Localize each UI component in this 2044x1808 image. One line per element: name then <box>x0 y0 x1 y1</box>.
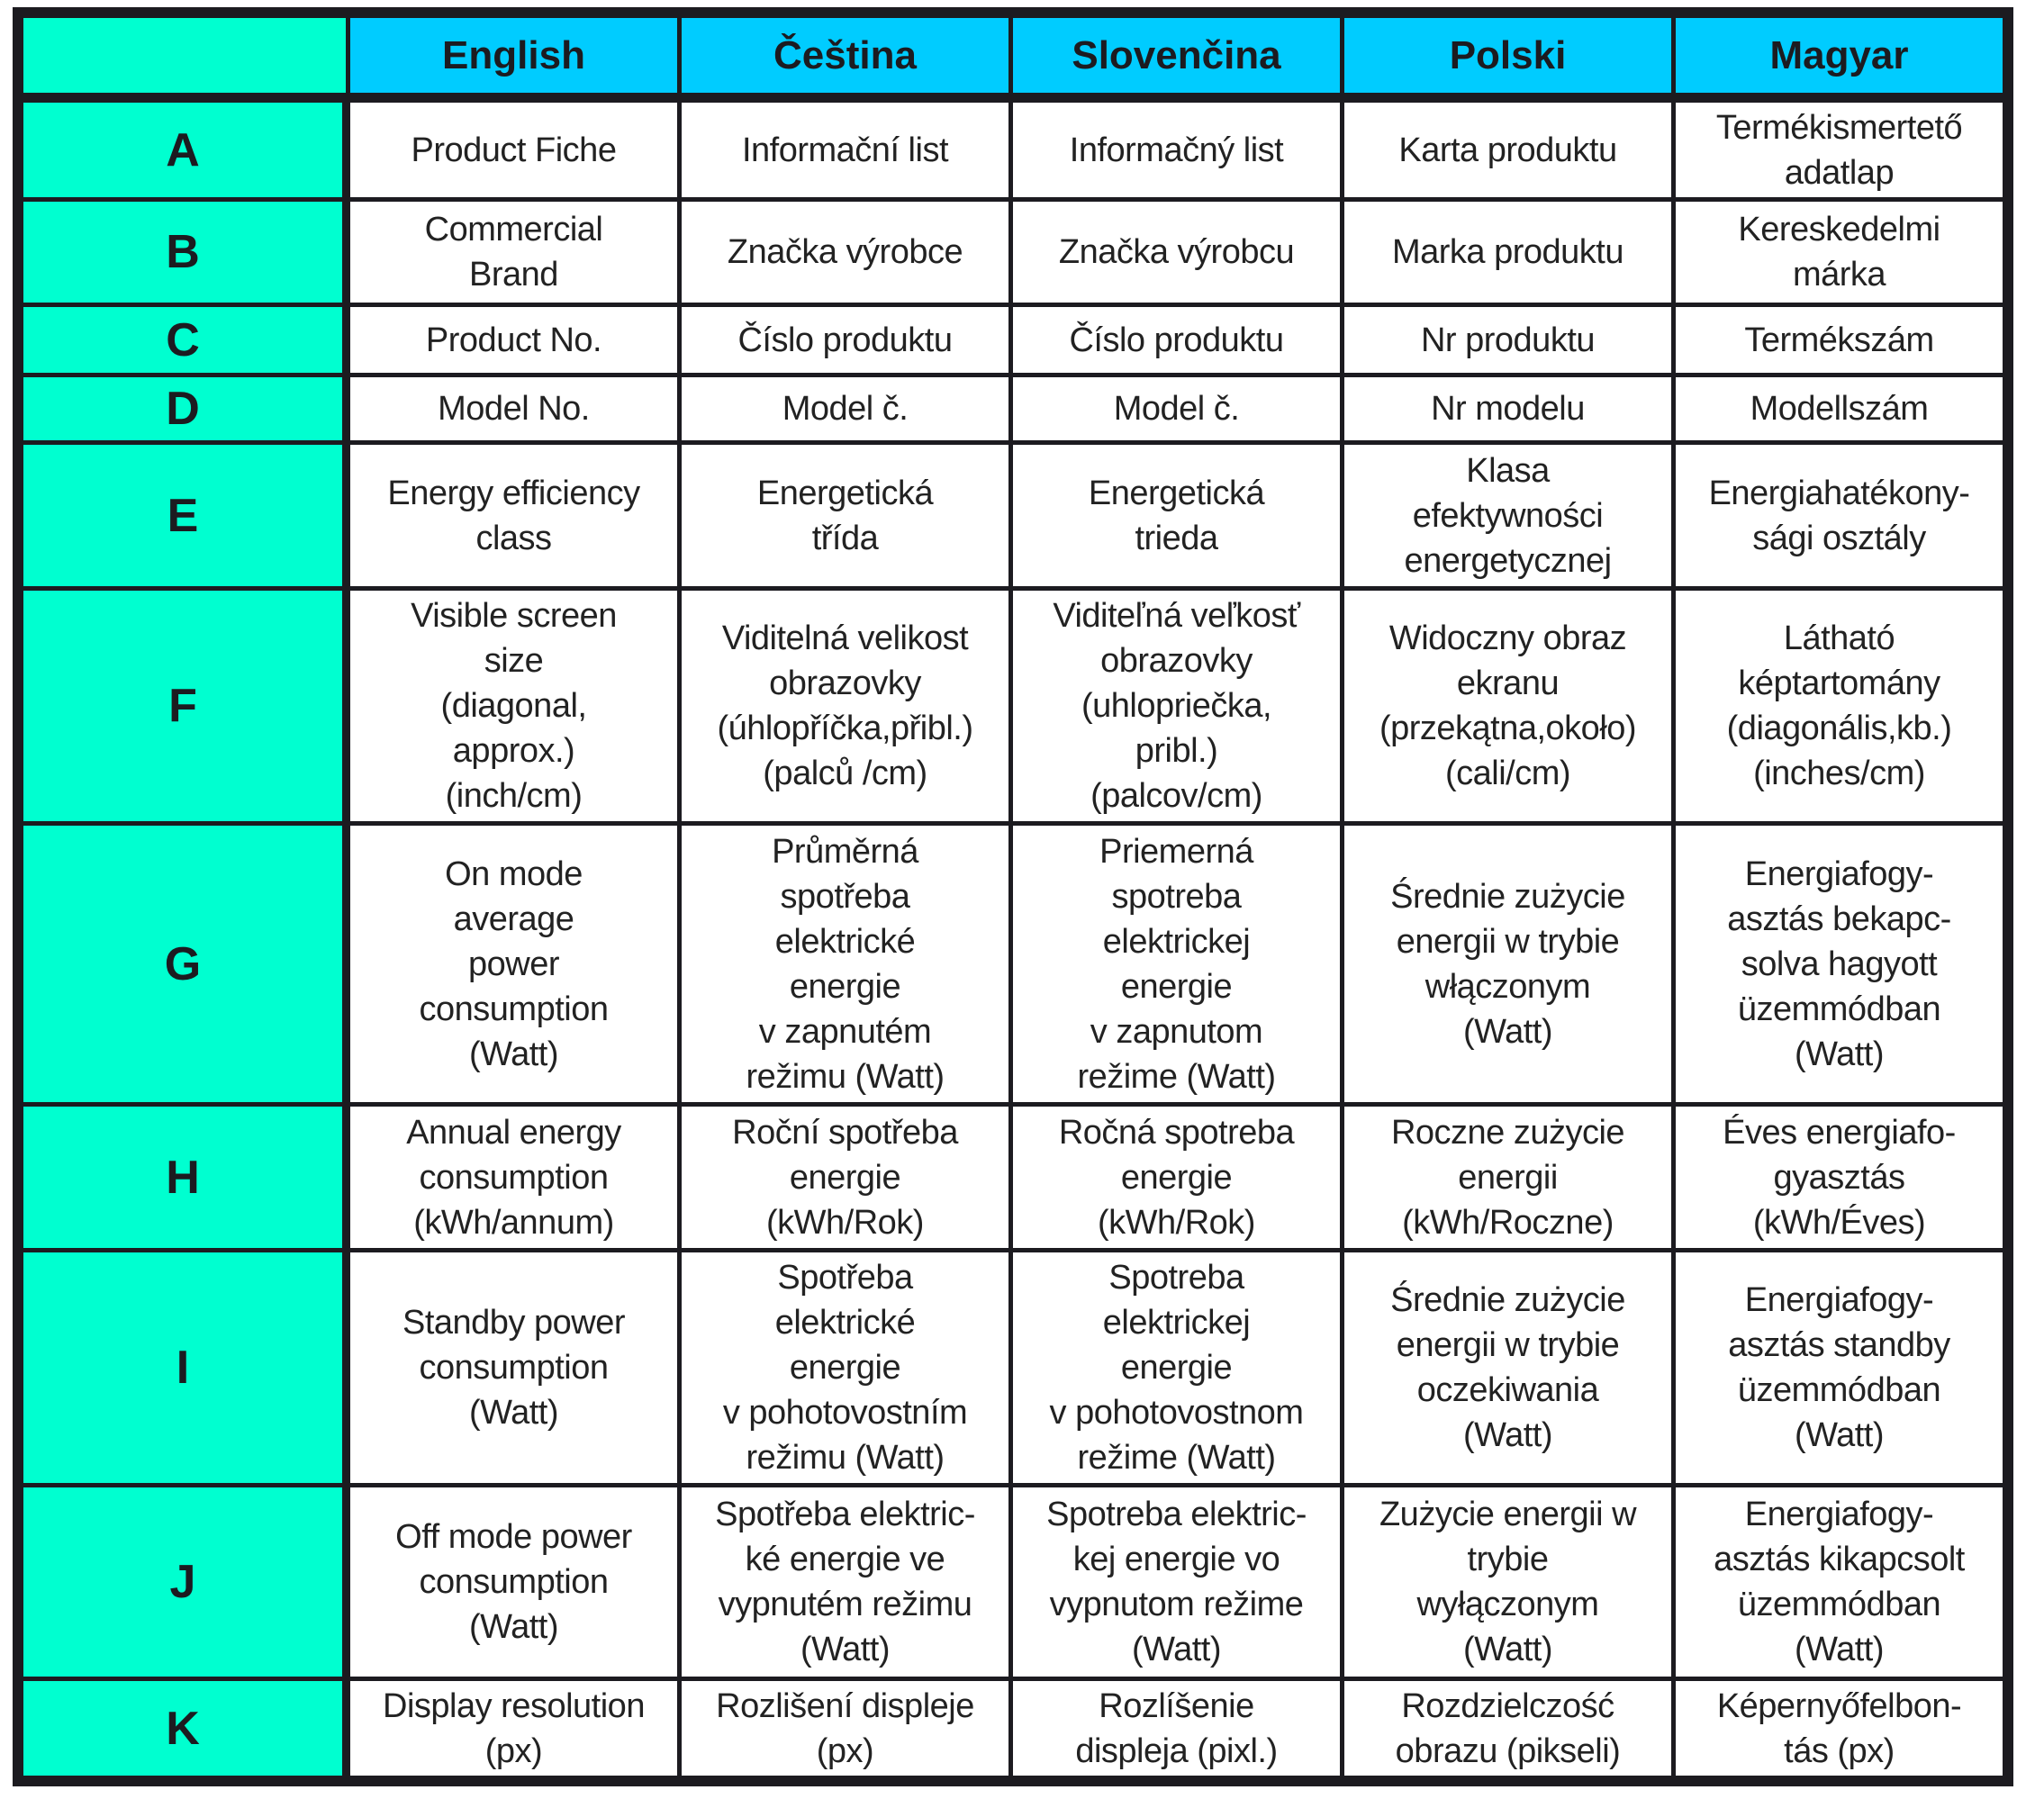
row-label: F <box>23 591 342 821</box>
row-label: G <box>23 826 342 1102</box>
row-label: A <box>23 103 342 197</box>
table-cell: Energetická trieda <box>1013 445 1340 586</box>
table-cell: Průměrná spotřeba elektrické energie v z… <box>682 826 1008 1102</box>
row-label: K <box>23 1681 342 1776</box>
table-cell: Látható képtartomány (diagonális,kb.) (i… <box>1676 591 2003 821</box>
column-header-language: Slovenčina <box>1013 18 1340 93</box>
column-header-language: Čeština <box>682 18 1008 93</box>
column-header-language: Magyar <box>1676 18 2003 93</box>
table-cell: Informačný list <box>1013 103 1340 197</box>
table-cell: Značka výrobce <box>682 202 1008 303</box>
table-cell: Termékszám <box>1676 307 2003 373</box>
table-cell: Widoczny obraz ekranu (przekątna,około) … <box>1344 591 1671 821</box>
table-cell: Viditeľná veľkosť obrazovky (uhlopriečka… <box>1013 591 1340 821</box>
table-cell: Termékismertető adatlap <box>1676 103 2003 197</box>
table-cell: Marka produktu <box>1344 202 1671 303</box>
row-label: J <box>23 1487 342 1677</box>
table-cell: Képernyőfelbon- tás (px) <box>1676 1681 2003 1776</box>
table-cell: Energiafogy- asztás kikapcsolt üzemmódba… <box>1676 1487 2003 1677</box>
table-cell: Display resolution (px) <box>350 1681 677 1776</box>
row-label: B <box>23 202 342 303</box>
table-cell: Klasa efektywności energetycznej <box>1344 445 1671 586</box>
table-cell: Roční spotřeba energie (kWh/Rok) <box>682 1107 1008 1248</box>
table-cell: Značka výrobcu <box>1013 202 1340 303</box>
table-cell: Model No. <box>350 377 677 440</box>
table-cell: Zużycie energii w trybie wyłączonym (Wat… <box>1344 1487 1671 1677</box>
table-cell: Energiahatékony- sági osztály <box>1676 445 2003 586</box>
table-cell: Spotreba elektrickej energie v pohotovos… <box>1013 1252 1340 1483</box>
table-cell: Visible screen size (diagonal, approx.) … <box>350 591 677 821</box>
table-cell: Energiafogy- asztás bekapc- solva hagyot… <box>1676 826 2003 1102</box>
translation-table: English Čeština Slovenčina Polski Magyar A Pro… <box>13 7 2013 1786</box>
table-cell: Spotřeba elektrické energie v pohotovost… <box>682 1252 1008 1483</box>
table-cell: Číslo produktu <box>1013 307 1340 373</box>
row-label: E <box>23 445 342 586</box>
table-cell: On mode average power consumption (Watt) <box>350 826 677 1102</box>
table-cell: Modellszám <box>1676 377 2003 440</box>
table-cell: Informační list <box>682 103 1008 197</box>
row-label: I <box>23 1252 342 1483</box>
table-cell: Viditelná velikost obrazovky (úhlopříčka… <box>682 591 1008 821</box>
table-cell: Średnie zużycie energii w trybie oczekiw… <box>1344 1252 1671 1483</box>
table-cell: Średnie zużycie energii w trybie włączon… <box>1344 826 1671 1102</box>
column-header-language: Polski <box>1344 18 1671 93</box>
table-cell: Číslo produktu <box>682 307 1008 373</box>
column-header-language: English <box>350 18 677 93</box>
table-cell: Model č. <box>682 377 1008 440</box>
row-label: H <box>23 1107 342 1248</box>
row-label: D <box>23 377 342 440</box>
table-cell: Standby power consumption (Watt) <box>350 1252 677 1483</box>
table-cell: Model č. <box>1013 377 1340 440</box>
table-cell: Ročná spotreba energie (kWh/Rok) <box>1013 1107 1340 1248</box>
table-cell: Éves energiafo- gyasztás (kWh/Éves) <box>1676 1107 2003 1248</box>
table-cell: Energiafogy- asztás standby üzemmódban (… <box>1676 1252 2003 1483</box>
table-cell: Rozdzielczość obrazu (pikseli) <box>1344 1681 1671 1776</box>
header-corner <box>23 18 346 93</box>
table-cell: Nr produktu <box>1344 307 1671 373</box>
table-cell: Roczne zużycie energii (kWh/Roczne) <box>1344 1107 1671 1248</box>
table-grid: English Čeština Slovenčina Polski Magyar A Pro… <box>23 18 2003 1776</box>
table-cell: Rozlišení displeje (px) <box>682 1681 1008 1776</box>
table-cell: Energy efficiency class <box>350 445 677 586</box>
table-cell: Off mode power consumption (Watt) <box>350 1487 677 1677</box>
table-cell: Annual energy consumption (kWh/annum) <box>350 1107 677 1248</box>
table-cell: Priemerná spotreba elektrickej energie v… <box>1013 826 1340 1102</box>
table-cell: Nr modelu <box>1344 377 1671 440</box>
row-label: C <box>23 307 342 373</box>
table-cell: Commercial Brand <box>350 202 677 303</box>
table-cell: Kereskedelmi márka <box>1676 202 2003 303</box>
table-cell: Energetická třída <box>682 445 1008 586</box>
table-cell: Spotreba elektric- kej energie vo vypnut… <box>1013 1487 1340 1677</box>
table-cell: Karta produktu <box>1344 103 1671 197</box>
table-cell: Product Fiche <box>350 103 677 197</box>
table-cell: Spotřeba elektric- ké energie ve vypnuté… <box>682 1487 1008 1677</box>
table-cell: Rozlíšenie displeja (pixl.) <box>1013 1681 1340 1776</box>
table-cell: Product No. <box>350 307 677 373</box>
